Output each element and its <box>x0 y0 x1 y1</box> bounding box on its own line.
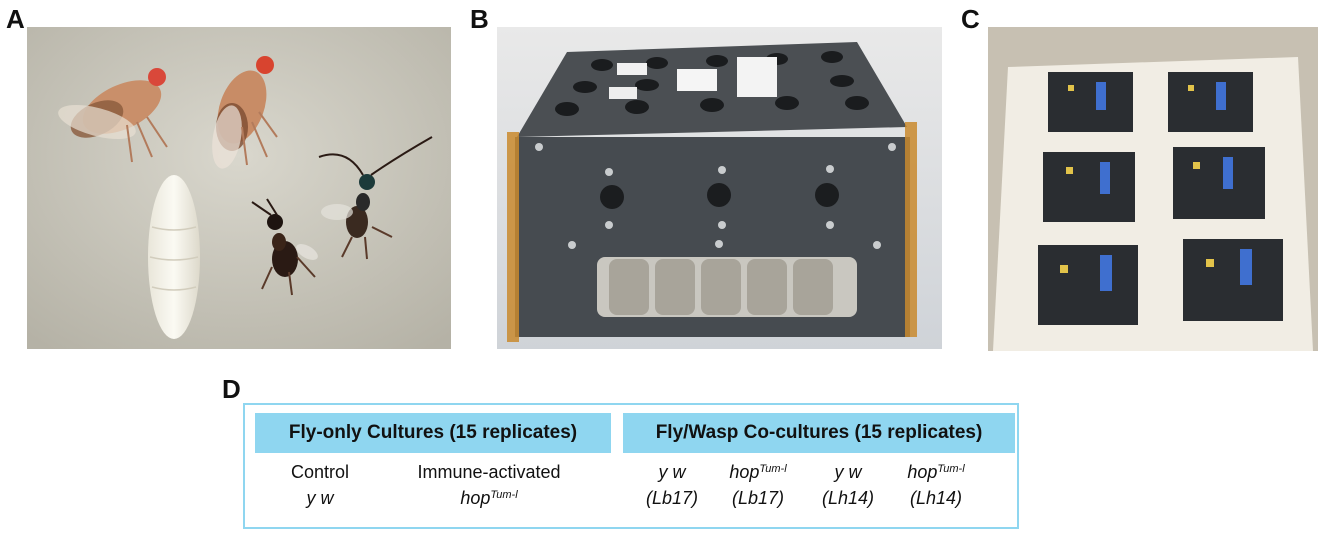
panel-label-c: C <box>961 4 980 34</box>
wasp-strain: (Lb17) <box>645 488 699 508</box>
photo-flies-larva-wasps <box>27 27 451 349</box>
genotype: hop <box>460 488 491 508</box>
condition-label: Control <box>290 462 350 482</box>
genotype: hop <box>907 462 938 482</box>
condition-immune-activated: Immune-activated hopTum-l <box>385 459 593 511</box>
cocultures-header: Fly/Wasp Co-cultures (15 replicates) <box>623 413 1015 453</box>
photo-flight-hardware-box <box>497 27 942 349</box>
genotype: hop <box>729 462 760 482</box>
photo-six-boxes-tray <box>988 27 1318 351</box>
condition-control: Control y w <box>255 459 385 511</box>
wasp-2 <box>318 136 433 260</box>
fly-only-header: Fly-only Cultures (15 replicates) <box>255 413 611 453</box>
panel-label-b: B <box>470 4 489 34</box>
coculture-3: y w (Lh14) <box>815 459 881 511</box>
wasp-strain: (Lb17) <box>731 488 785 508</box>
coculture-1: y w (Lb17) <box>637 459 707 511</box>
wasp-strain: (Lh14) <box>821 488 875 508</box>
genotype: y w <box>834 462 862 482</box>
larva <box>148 175 200 339</box>
fruit-fly-2 <box>212 56 278 169</box>
condition-label: Immune-activated <box>417 462 561 482</box>
genotype-allele: Tum-l <box>937 463 965 475</box>
genotype-allele: Tum-l <box>490 489 518 501</box>
fruit-fly-1 <box>58 68 168 163</box>
genotype: y w <box>306 488 334 508</box>
box-array <box>1038 72 1283 325</box>
coculture-2: hopTum-l (Lb17) <box>713 459 803 511</box>
wasp-strain: (Lh14) <box>909 488 963 508</box>
wasp-1 <box>251 198 318 296</box>
genotype-allele: Tum-l <box>759 463 787 475</box>
panel-label-d: D <box>222 374 241 404</box>
panel-label-a: A <box>6 4 25 34</box>
cultures-table: Fly-only Cultures (15 replicates) Fly/Wa… <box>243 403 1019 529</box>
genotype: y w <box>658 462 686 482</box>
coculture-4: hopTum-l (Lh14) <box>891 459 981 511</box>
